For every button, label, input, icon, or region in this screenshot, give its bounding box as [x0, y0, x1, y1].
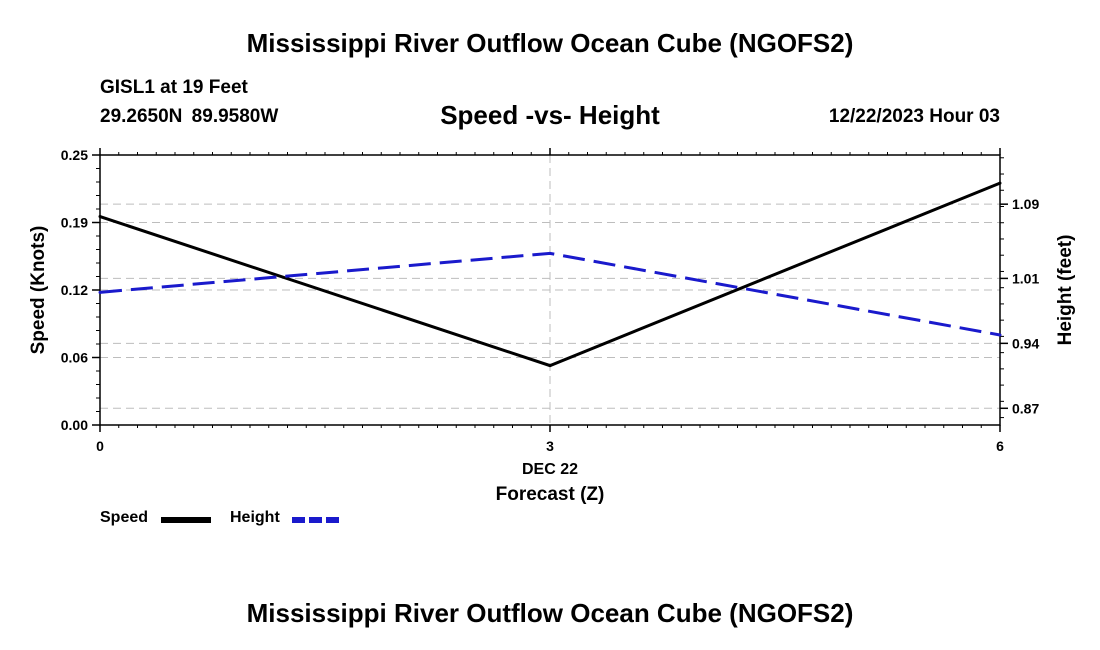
x-tick-label: 3	[546, 438, 554, 454]
y2-tick-label: 0.87	[1012, 400, 1039, 416]
y2-tick-label: 1.09	[1012, 196, 1039, 212]
y-tick-label: 0.12	[61, 282, 88, 298]
data-point-height	[98, 290, 102, 294]
x-tick-label: 0	[96, 438, 104, 454]
data-point-speed	[548, 364, 552, 368]
y-tick-label: 0.06	[61, 350, 88, 366]
page-title: Mississippi River Outflow Ocean Cube (NG…	[246, 28, 854, 58]
y-tick-label: 0.19	[61, 215, 88, 231]
grid	[100, 155, 1000, 425]
data-point-height	[548, 251, 552, 255]
legend-speed-label: Speed	[100, 509, 149, 526]
forecast-time: 12/22/2023 Hour 03	[828, 106, 1000, 127]
data-series	[98, 181, 1002, 368]
data-point-speed	[998, 181, 1002, 185]
y2-tick-label: 0.94	[1012, 335, 1039, 351]
chart-subtitle: Speed -vs- Height	[440, 100, 660, 130]
x-axis-title: Forecast (Z)	[496, 484, 605, 505]
footer-title: Mississippi River Outflow Ocean Cube (NG…	[246, 598, 854, 628]
station-coordinates: 29.2650N 89.9580W	[100, 106, 279, 127]
legend-height-label: Height	[230, 509, 280, 526]
y2-tick-label: 1.01	[1012, 270, 1039, 286]
x-axis-date-label: DEC 22	[522, 461, 578, 478]
data-point-height	[998, 333, 1002, 337]
x-tick-label: 6	[996, 438, 1004, 454]
axis-ticks	[92, 148, 1008, 432]
station-name: GISL1 at 19 Feet	[100, 77, 248, 98]
y-axis-title: Speed (Knots)	[28, 226, 49, 355]
y-tick-label: 0.25	[61, 147, 88, 163]
axis-labels: 0.00 0.06 0.12 0.19 0.25 0.87 0.94 1.01 1.09 0 3 6 D…	[28, 147, 1076, 505]
y-tick-label: 0.00	[61, 417, 88, 433]
data-point-speed	[98, 215, 102, 219]
y2-axis-title: Height (feet)	[1055, 235, 1076, 346]
